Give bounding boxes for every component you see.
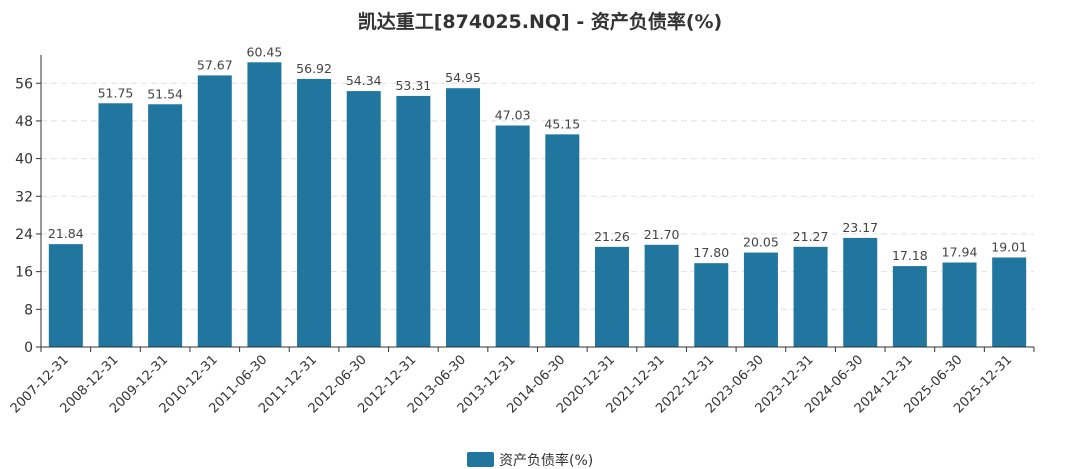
data-label: 54.95 xyxy=(445,70,481,85)
y-tick-label: 24 xyxy=(15,227,33,243)
data-label: 17.80 xyxy=(693,245,729,260)
bar[interactable] xyxy=(644,244,679,347)
bar[interactable] xyxy=(148,104,183,347)
bar[interactable] xyxy=(793,246,828,347)
bar[interactable] xyxy=(545,134,580,347)
data-label: 57.67 xyxy=(197,57,233,72)
data-label: 19.01 xyxy=(991,239,1027,254)
legend-label[interactable]: 资产负债率(%) xyxy=(499,452,593,469)
data-label: 54.34 xyxy=(346,73,382,88)
y-tick-label: 48 xyxy=(15,114,33,130)
data-label: 53.31 xyxy=(395,78,431,93)
bar[interactable] xyxy=(197,75,232,347)
data-label: 17.18 xyxy=(892,248,928,263)
data-label: 23.17 xyxy=(842,220,878,235)
bar[interactable] xyxy=(743,252,778,347)
data-label: 60.45 xyxy=(247,44,283,59)
data-label: 56.92 xyxy=(296,61,332,76)
bar[interactable] xyxy=(495,125,530,347)
y-tick-label: 16 xyxy=(15,265,33,281)
bar[interactable] xyxy=(843,237,878,347)
grid-layer xyxy=(41,82,1034,310)
legend-swatch[interactable] xyxy=(467,452,494,467)
data-label: 20.05 xyxy=(743,235,779,250)
y-tick-label: 56 xyxy=(15,76,33,92)
bar[interactable] xyxy=(446,88,481,348)
y-tick-label: 8 xyxy=(24,302,33,318)
data-label: 51.54 xyxy=(147,86,183,101)
data-label: 21.70 xyxy=(644,227,680,242)
data-label: 45.15 xyxy=(544,116,580,131)
bar[interactable] xyxy=(48,244,83,347)
data-label: 17.94 xyxy=(942,245,978,260)
bar[interactable] xyxy=(98,103,133,347)
bar[interactable] xyxy=(594,246,629,347)
data-label: 51.75 xyxy=(98,85,134,100)
y-tick-label: 32 xyxy=(15,189,33,205)
bar[interactable] xyxy=(247,62,282,348)
bars-layer: 21.84 51.75 51.54 57.67 60.45 56.92 54.34 53.31… xyxy=(48,44,1027,348)
data-label: 21.27 xyxy=(793,229,829,244)
chart-title: 凯达重工[874025.NQ] - 资产负债率(%) xyxy=(358,10,722,33)
data-label: 21.84 xyxy=(48,226,84,241)
bar[interactable] xyxy=(694,263,729,347)
data-label: 47.03 xyxy=(495,108,531,123)
bar[interactable] xyxy=(942,262,977,347)
bar[interactable] xyxy=(992,257,1027,347)
bar[interactable] xyxy=(892,266,927,347)
bar[interactable] xyxy=(297,78,332,347)
data-label: 21.26 xyxy=(594,229,630,244)
bar[interactable] xyxy=(396,95,431,347)
y-tick-label: 40 xyxy=(15,152,33,168)
legend[interactable]: 资产负债率(%) xyxy=(467,452,593,469)
bar[interactable] xyxy=(346,91,381,347)
y-tick-label: 0 xyxy=(24,340,33,356)
